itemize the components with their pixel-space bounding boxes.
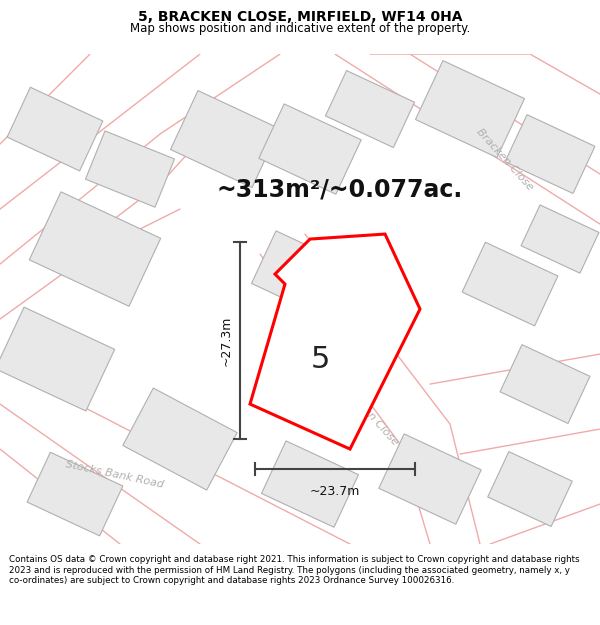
Polygon shape [488, 452, 572, 526]
Polygon shape [505, 114, 595, 194]
Polygon shape [27, 452, 123, 536]
Text: ~27.3m: ~27.3m [220, 316, 233, 366]
Text: 5, BRACKEN CLOSE, MIRFIELD, WF14 0HA: 5, BRACKEN CLOSE, MIRFIELD, WF14 0HA [138, 10, 462, 24]
Polygon shape [415, 61, 524, 158]
Polygon shape [85, 131, 175, 208]
Polygon shape [0, 307, 115, 411]
Text: Bracken Close: Bracken Close [475, 126, 535, 192]
Polygon shape [259, 104, 361, 194]
Polygon shape [250, 234, 420, 449]
Polygon shape [170, 91, 280, 188]
Polygon shape [462, 242, 558, 326]
Polygon shape [29, 192, 161, 306]
Text: ~23.7m: ~23.7m [310, 485, 360, 498]
Polygon shape [521, 205, 599, 273]
Polygon shape [251, 231, 349, 318]
Text: Bracken Close: Bracken Close [340, 381, 400, 447]
Polygon shape [262, 441, 359, 528]
Polygon shape [7, 88, 103, 171]
Text: Stocks Bank Road: Stocks Bank Road [65, 459, 165, 489]
Polygon shape [123, 388, 237, 490]
Text: Contains OS data © Crown copyright and database right 2021. This information is : Contains OS data © Crown copyright and d… [9, 555, 580, 585]
Polygon shape [379, 434, 481, 524]
Polygon shape [325, 71, 415, 148]
Polygon shape [500, 344, 590, 424]
Text: Map shows position and indicative extent of the property.: Map shows position and indicative extent… [130, 22, 470, 35]
Text: 5: 5 [310, 344, 329, 374]
Text: ~313m²/~0.077ac.: ~313m²/~0.077ac. [217, 177, 463, 201]
